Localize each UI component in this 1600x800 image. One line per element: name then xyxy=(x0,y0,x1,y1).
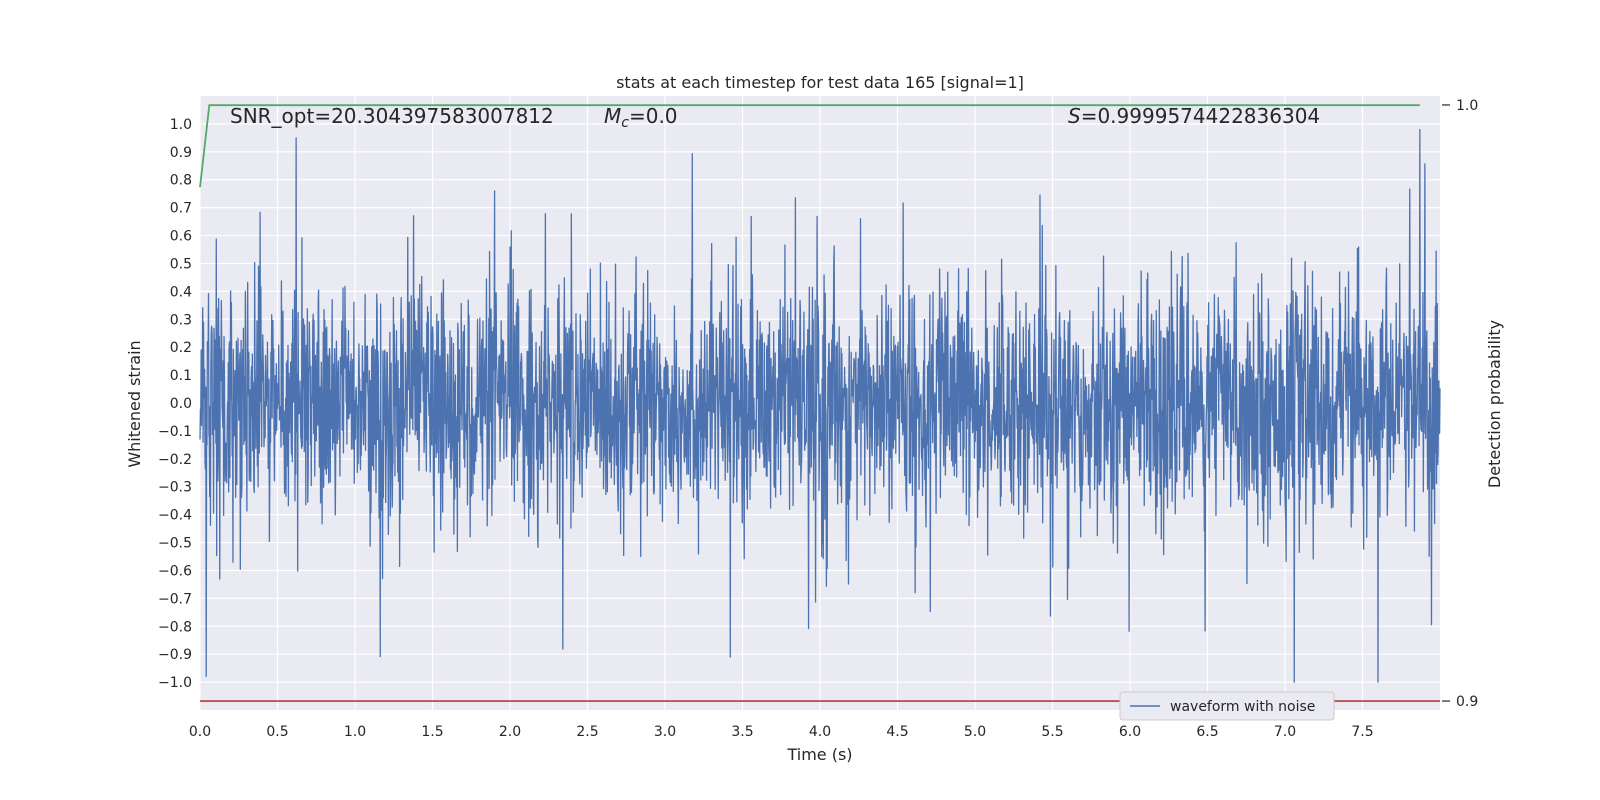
detection-probability-line xyxy=(199,104,1420,188)
right-tick-label: 0.9 xyxy=(1456,694,1478,710)
y-tick-label: −0.8 xyxy=(158,619,192,635)
x-tick-label: 1.0 xyxy=(344,724,366,740)
waveform-series xyxy=(199,128,1441,683)
y-tick-label: −0.7 xyxy=(158,591,192,607)
mc-annotation: Mc=0.0 xyxy=(604,104,678,131)
legend-box xyxy=(1119,691,1335,721)
mc-subscript: c xyxy=(621,115,629,131)
x-tick-label: 7.0 xyxy=(1274,724,1296,740)
x-axis-ticks: 0.0 0.5 1.0 1.5 2.0 2.5 3.0 3.5 4.0 4.5 5.0 5.5 6.0 6… xyxy=(189,724,1374,740)
x-tick-label: 4.5 xyxy=(886,724,908,740)
x-tick-label: 3.5 xyxy=(731,724,753,740)
y-tick-label: −0.4 xyxy=(158,508,192,524)
y-axis-label: Whitened strain xyxy=(125,340,144,467)
y-tick-label: −0.9 xyxy=(158,647,192,663)
y-tick-label: 0.2 xyxy=(170,340,192,356)
right-tick-label: 1.0 xyxy=(1456,98,1478,114)
x-tick-label: 3.0 xyxy=(654,724,676,740)
y-tick-label: 0.5 xyxy=(170,256,192,272)
mc-symbol: M xyxy=(604,104,621,128)
y-tick-label: 0.7 xyxy=(170,201,192,217)
y-tick-label: 0.0 xyxy=(170,396,192,412)
x-tick-label: 7.5 xyxy=(1351,724,1373,740)
waveform-line xyxy=(199,128,1441,683)
y-tick-label: 0.6 xyxy=(170,229,192,245)
y-axis-ticks: 1.0 0.9 0.8 0.7 0.6 0.5 0.4 0.3 0.2 0.1 0.0 −0.1 −0.… xyxy=(158,117,192,691)
s-annotation: S=0.9999574422836304 xyxy=(1068,104,1320,128)
x-tick-label: 0.5 xyxy=(266,724,288,740)
right-axis-ticks: 1.0 0.9 xyxy=(1442,98,1478,710)
y-tick-label: 1.0 xyxy=(170,117,192,133)
y-tick-label: −0.2 xyxy=(158,452,192,468)
y-tick-label: 0.3 xyxy=(170,312,192,328)
legend-label: waveform with noise xyxy=(1170,699,1315,715)
right-axis-label: Detection probability xyxy=(1485,320,1504,488)
s-value: =0.9999574422836304 xyxy=(1081,104,1320,128)
y-tick-label: −0.6 xyxy=(158,563,192,579)
mc-value: =0.0 xyxy=(629,104,678,128)
snr-annotation: SNR_opt=20.304397583007812 xyxy=(230,104,554,128)
x-tick-label: 2.5 xyxy=(576,724,598,740)
x-tick-label: 6.0 xyxy=(1119,724,1141,740)
x-tick-label: 0.0 xyxy=(189,724,211,740)
y-tick-label: −0.3 xyxy=(158,480,192,496)
x-tick-label: 2.0 xyxy=(499,724,521,740)
y-tick-label: 0.8 xyxy=(170,173,192,189)
y-tick-label: 0.4 xyxy=(170,284,192,300)
y-tick-label: 0.9 xyxy=(170,145,192,161)
s-symbol: S xyxy=(1068,104,1081,128)
x-axis-label: Time (s) xyxy=(786,745,852,764)
x-tick-label: 6.5 xyxy=(1196,724,1218,740)
y-tick-label: −0.1 xyxy=(158,424,192,440)
y-tick-label: −0.5 xyxy=(158,536,192,552)
x-tick-label: 5.0 xyxy=(964,724,986,740)
y-tick-label: 0.1 xyxy=(170,368,192,384)
chart-title: stats at each timestep for test data 165… xyxy=(616,73,1024,92)
legend: waveform with noise xyxy=(1119,691,1335,721)
x-tick-label: 4.0 xyxy=(809,724,831,740)
x-tick-label: 5.5 xyxy=(1041,724,1063,740)
x-tick-label: 1.5 xyxy=(421,724,443,740)
y-tick-label: −1.0 xyxy=(158,675,192,691)
